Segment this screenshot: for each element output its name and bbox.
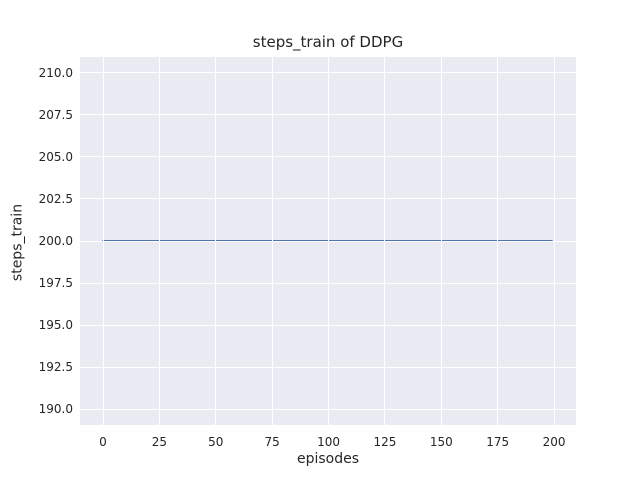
x-tick-label: 125 xyxy=(373,435,397,449)
x-tick-label: 75 xyxy=(264,435,280,449)
y-gridline xyxy=(80,114,576,116)
y-gridline xyxy=(80,366,576,368)
y-gridline xyxy=(80,198,576,200)
y-tick-label: 190.0 xyxy=(38,402,73,417)
y-tick-label: 210.0 xyxy=(38,65,73,80)
y-gridline xyxy=(80,72,576,74)
y-tick-label: 202.5 xyxy=(38,191,73,206)
x-tick-label: 150 xyxy=(429,435,453,449)
y-tick-label: 200.0 xyxy=(38,234,73,248)
plot-area xyxy=(80,57,576,425)
y-tick-label: 207.5 xyxy=(38,107,73,122)
x-tick-label: 100 xyxy=(317,435,341,449)
y-gridline xyxy=(80,156,576,158)
x-axis-label: episodes xyxy=(296,451,360,467)
y-tick-label: 192.5 xyxy=(38,360,73,375)
x-tick-label: 0 xyxy=(99,435,107,449)
x-tick-label: 200 xyxy=(542,435,566,449)
x-tick-label: 50 xyxy=(208,435,224,449)
y-gridline xyxy=(80,324,576,326)
y-gridline xyxy=(80,240,576,242)
y-gridline xyxy=(80,282,576,284)
y-tick-label: 205.0 xyxy=(38,149,73,164)
chart-title: steps_train of DDPG xyxy=(252,33,404,51)
y-tick-label: 197.5 xyxy=(38,276,73,290)
x-tick-label: 25 xyxy=(151,435,168,449)
x-tick-label: 175 xyxy=(486,435,510,449)
y-gridline xyxy=(80,408,576,410)
y-tick-label: 195.0 xyxy=(38,318,73,333)
